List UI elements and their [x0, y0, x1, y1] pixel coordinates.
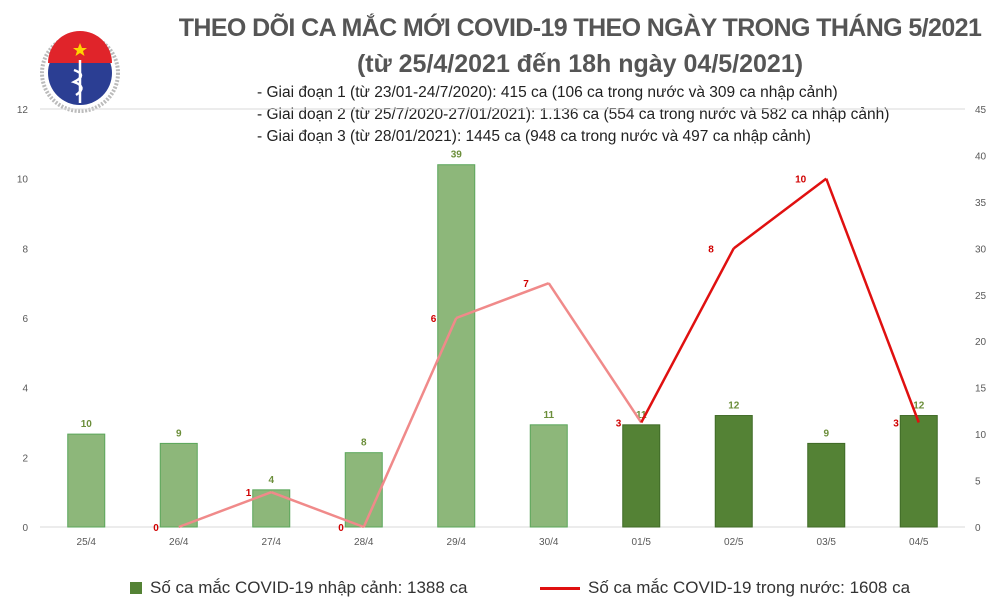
right-axis-tick: 0	[975, 523, 981, 534]
right-axis-tick: 40	[975, 151, 987, 162]
x-axis-tick: 25/4	[77, 537, 97, 548]
legend-bar-swatch	[130, 582, 142, 594]
note-phase-1: - Giai đoạn 1 (từ 23/01-24/7/2020): 415 …	[257, 84, 838, 101]
bar-label: 12	[913, 401, 925, 412]
line-label-27/4: 1	[246, 488, 252, 499]
x-axis-tick: 30/4	[539, 537, 559, 548]
chart-subtitle: (từ 25/4/2021 đến 18h ngày 04/5/2021)	[356, 50, 804, 78]
bar-label: 10	[81, 419, 93, 430]
bar-28/4	[344, 452, 383, 528]
line-label-26/4: 0	[153, 523, 159, 534]
line-label-01/5: 3	[616, 419, 622, 430]
line-segment	[270, 490, 365, 529]
legend-bar-label: Số ca mắc COVID-19 nhập cảnh: 1388 ca	[150, 578, 468, 597]
right-axis-tick: 20	[975, 337, 987, 348]
bar-02/5	[714, 415, 753, 528]
x-axis-tick: 03/5	[817, 537, 837, 548]
line-segment	[640, 247, 735, 424]
line-label-29/4: 6	[431, 314, 437, 325]
bar-26/4	[159, 442, 198, 528]
right-axis-tick: 10	[975, 430, 987, 441]
legend-bar: Số ca mắc COVID-19 nhập cảnh: 1388 ca	[130, 578, 468, 598]
right-axis-tick: 35	[975, 198, 987, 209]
left-axis-tick: 6	[22, 314, 28, 325]
left-axis-tick: 10	[17, 175, 29, 186]
bar-04/5	[899, 415, 938, 528]
x-axis-tick: 29/4	[447, 537, 467, 548]
legend-line: Số ca mắc COVID-19 trong nước: 1608 ca	[540, 578, 910, 598]
left-axis-tick: 8	[22, 244, 28, 255]
legend-line-label: Số ca mắc COVID-19 trong nước: 1608 ca	[588, 578, 911, 597]
right-axis-tick: 15	[975, 384, 987, 395]
left-axis-tick: 4	[22, 384, 28, 395]
line-label-30/4: 7	[523, 279, 529, 290]
bar-30/4	[529, 424, 568, 528]
right-axis-tick: 30	[975, 244, 987, 255]
x-axis-tick: 02/5	[724, 537, 744, 548]
bar-01/5	[622, 424, 661, 528]
note-phase-2: - Giai đoạn 2 (từ 25/7/2020-27/01/2021):…	[257, 106, 890, 123]
x-axis-tick: 04/5	[909, 537, 929, 548]
line-label-28/4: 0	[338, 523, 344, 534]
bar-25/4	[67, 433, 106, 528]
note-phase-3: - Giai đoạn 3 (từ 28/01/2021): 1445 ca (…	[257, 128, 811, 145]
legend-line-swatch	[540, 586, 580, 590]
line-segment	[455, 281, 550, 320]
left-axis-tick: 0	[22, 523, 28, 534]
left-axis-tick: 12	[17, 105, 29, 116]
bar-label: 39	[451, 150, 463, 161]
line-segment	[178, 490, 272, 529]
x-axis-tick: 26/4	[169, 537, 189, 548]
line-label-02/5: 8	[708, 244, 714, 255]
bar-label: 4	[268, 475, 274, 486]
right-axis-tick: 45	[975, 105, 987, 116]
x-axis-tick: 27/4	[262, 537, 282, 548]
bar-label: 9	[823, 428, 829, 439]
line-label-03/5: 10	[795, 175, 807, 186]
ministry-of-health-logo	[40, 31, 120, 113]
right-axis-tick: 5	[975, 477, 981, 488]
bar-label: 9	[176, 428, 182, 439]
bar-label: 11	[636, 410, 647, 421]
line-segment	[547, 282, 643, 424]
bar-label: 12	[728, 401, 740, 412]
x-axis-tick: 28/4	[354, 537, 374, 548]
bar-label: 11	[543, 410, 554, 421]
line-segment	[732, 177, 828, 250]
bar-03/5	[807, 442, 846, 528]
line-segment	[825, 178, 920, 423]
x-axis-tick: 01/5	[632, 537, 652, 548]
right-axis-tick: 25	[975, 291, 987, 302]
chart-title: THEO DÕI CA MẮC MỚI COVID-19 THEO NGÀY T…	[178, 14, 982, 42]
bar-label: 8	[361, 438, 367, 449]
left-axis-tick: 2	[22, 453, 28, 464]
bar-27/4	[252, 489, 291, 528]
line-label-04/5: 3	[893, 419, 899, 430]
line-segment	[362, 317, 458, 528]
